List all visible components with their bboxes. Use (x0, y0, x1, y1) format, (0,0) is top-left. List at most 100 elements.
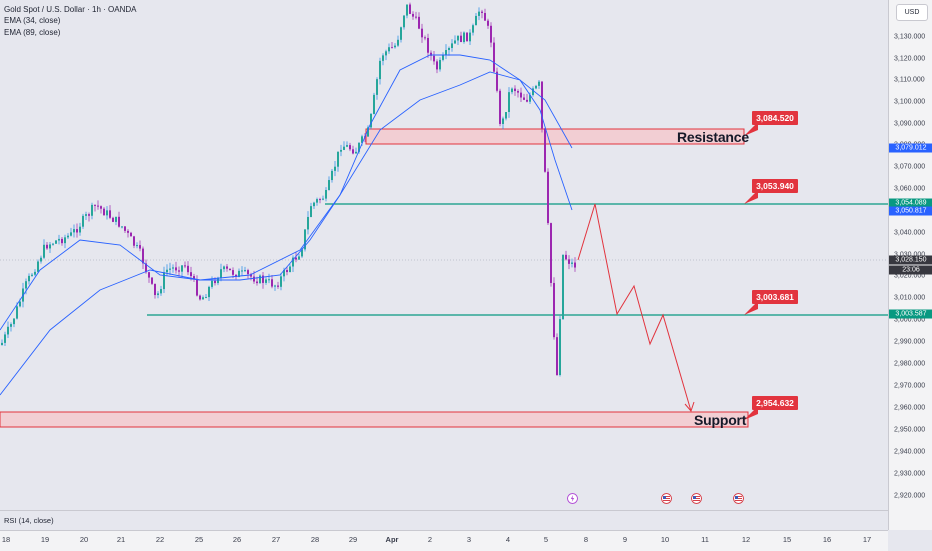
candle-body (490, 25, 492, 43)
candle-body (418, 16, 420, 29)
time-tick-label: 29 (348, 535, 358, 544)
time-tick-label: 21 (116, 535, 126, 544)
time-axis[interactable]: 18 19 20 21 22 25 26 27 28 29 Apr 2 3 4 5 8 9 10 11 12 15 16 1… (0, 530, 888, 551)
candle-body (205, 297, 207, 299)
time-tick-label: Apr (385, 535, 399, 544)
candle-body (484, 12, 486, 21)
candle-body (523, 97, 525, 100)
price-tick-label: 3,020.000 (894, 272, 926, 280)
symbol-title[interactable]: Gold Spot / U.S. Dollar · 1h · OANDA (4, 5, 137, 14)
candle-body (415, 16, 417, 18)
projection-path (577, 203, 692, 412)
candle-body (454, 40, 456, 44)
time-tick-label: 25 (194, 535, 204, 544)
rsi-legend[interactable]: RSI (14, close) (4, 516, 54, 525)
candle-body (565, 254, 567, 260)
time-tick-label: 17 (862, 535, 872, 544)
candle-body (313, 202, 315, 207)
price-tick-label: 3,120.000 (894, 55, 926, 63)
candle-body (472, 25, 474, 33)
candle-body (460, 35, 462, 43)
callout-pointer-2 (744, 190, 758, 204)
rsi-pane[interactable]: RSI (14, close) (0, 510, 888, 531)
candle-body (316, 199, 318, 203)
ema-34-price-label: 3,054.089 (889, 198, 932, 208)
candle-body (361, 136, 363, 143)
time-tick-label: 19 (40, 535, 50, 544)
candle-body (88, 214, 90, 216)
us-flag-icon[interactable] (691, 493, 702, 504)
price-chart-svg[interactable] (0, 0, 888, 510)
candle-body (568, 259, 570, 264)
chart-canvas[interactable]: Gold Spot / U.S. Dollar · 1h · OANDA EMA… (0, 0, 888, 510)
candle-body (94, 204, 96, 206)
support-label: Support (694, 412, 747, 428)
time-tick-label: 9 (622, 535, 628, 544)
callout-pointer-1 (744, 122, 758, 136)
candle-body (97, 205, 99, 207)
candle-body (85, 214, 87, 216)
candle-body (319, 199, 321, 201)
ema-34-legend[interactable]: EMA (34, close) (4, 16, 61, 25)
candle-body (112, 217, 114, 222)
candle-body (307, 216, 309, 230)
candle-body (331, 170, 333, 181)
callout-support-price: 2,954.632 (752, 396, 798, 410)
candle-body (1, 342, 3, 345)
candle-body (79, 226, 81, 233)
time-tick-label: 2 (427, 535, 433, 544)
candlestick-series (1, 2, 576, 377)
candle-body (373, 94, 375, 114)
candle-body (505, 111, 507, 119)
candle-body (40, 257, 42, 262)
currency-button[interactable]: USD (896, 4, 928, 21)
candle-body (553, 282, 555, 338)
price-tick-label: 2,940.000 (894, 448, 926, 456)
price-tick-label: 3,130.000 (894, 33, 926, 41)
price-tick-label: 3,030.000 (894, 252, 925, 259)
ema-34-line (0, 54, 573, 331)
candle-body (244, 270, 246, 272)
candle-body (469, 32, 471, 42)
candle-body (259, 275, 261, 284)
time-tick-label: 16 (822, 535, 832, 544)
callout-upper-level-price: 3,053.940 (752, 179, 798, 193)
price-axis[interactable]: USD 3,130.000 3,120.000 3,110.000 3,100.000… (888, 0, 932, 530)
candle-body (247, 270, 249, 275)
candle-body (328, 180, 330, 191)
candle-body (550, 223, 552, 283)
candle-body (202, 297, 204, 300)
candle-body (133, 236, 135, 246)
candle-body (508, 92, 510, 112)
candle-body (340, 149, 342, 152)
price-tick-label: 3,000.000 (894, 316, 926, 324)
candle-body (271, 279, 273, 287)
candle-body (121, 226, 123, 228)
lightning-icon[interactable] (567, 493, 578, 504)
candle-body (10, 324, 12, 327)
candle-body (400, 27, 402, 40)
candle-body (43, 244, 45, 258)
us-flag-icon[interactable] (733, 493, 744, 504)
time-tick-label: 4 (505, 535, 511, 544)
candle-body (394, 45, 396, 48)
candle-body (397, 39, 399, 46)
candle-body (28, 275, 30, 282)
candle-body (295, 257, 297, 260)
candle-body (370, 113, 372, 128)
candle-body (334, 166, 336, 171)
time-tick-label: 3 (466, 535, 472, 544)
candle-body (427, 37, 429, 53)
candle-body (61, 238, 63, 244)
countdown-label: 23:06 (889, 265, 932, 275)
price-tick-label: 3,060.000 (894, 185, 926, 193)
us-flag-icon[interactable] (661, 493, 672, 504)
support-line-price-label: 3,003.587 (889, 309, 932, 319)
ema-89-legend[interactable]: EMA (89, close) (4, 28, 61, 37)
candle-body (457, 35, 459, 41)
resistance-label: Resistance (677, 129, 749, 145)
price-tick-label: 3,040.000 (894, 229, 926, 237)
candle-body (46, 244, 48, 249)
price-tick-label: 3,090.000 (894, 120, 926, 128)
candle-body (4, 334, 6, 343)
